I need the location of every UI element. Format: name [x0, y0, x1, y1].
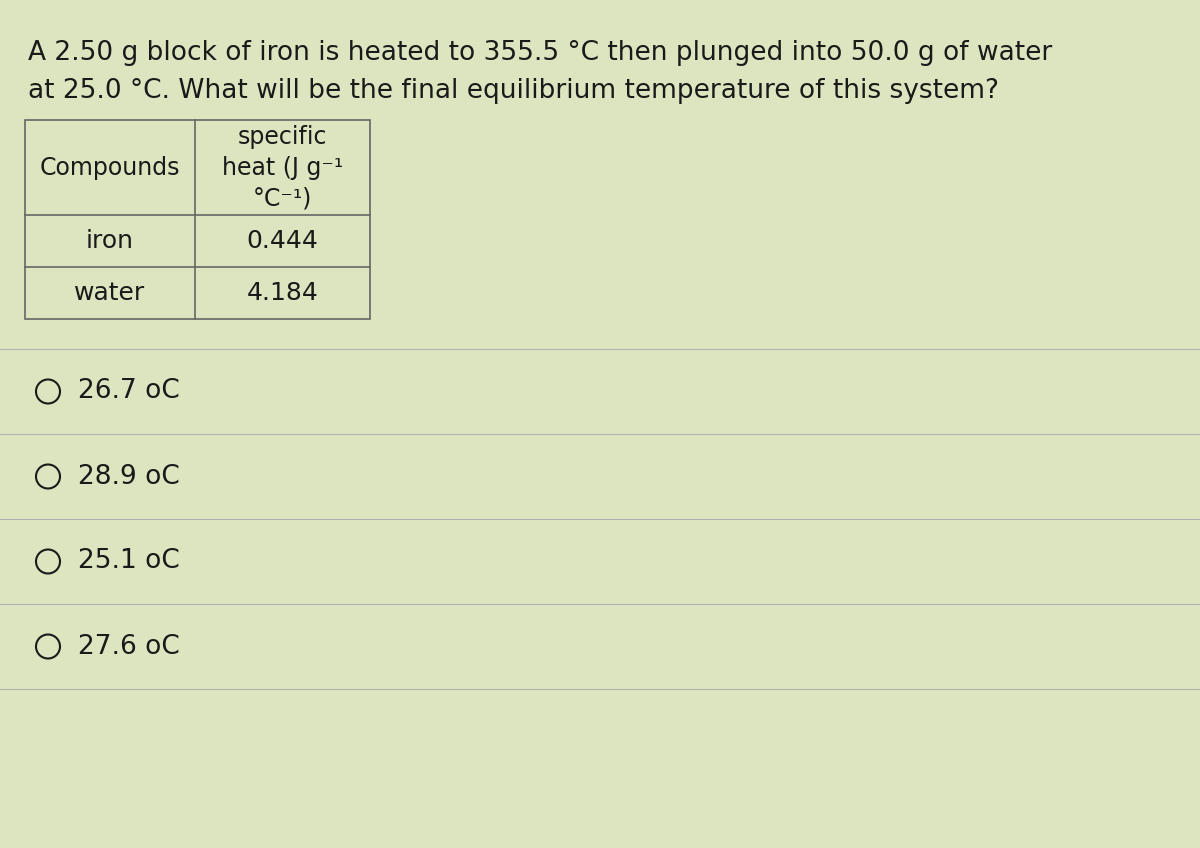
- Text: 26.7 oC: 26.7 oC: [78, 378, 180, 404]
- Text: iron: iron: [86, 229, 134, 253]
- Text: 0.444: 0.444: [246, 229, 318, 253]
- Text: water: water: [74, 281, 145, 305]
- Text: 25.1 oC: 25.1 oC: [78, 549, 180, 574]
- Text: specific
heat (J g⁻¹
°C⁻¹): specific heat (J g⁻¹ °C⁻¹): [222, 125, 343, 210]
- Text: 4.184: 4.184: [246, 281, 318, 305]
- Text: A 2.50 g block of iron is heated to 355.5 °C then plunged into 50.0 g of water: A 2.50 g block of iron is heated to 355.…: [28, 40, 1052, 66]
- Text: 28.9 oC: 28.9 oC: [78, 464, 180, 489]
- Text: Compounds: Compounds: [40, 155, 180, 180]
- Bar: [25, 120, 370, 319]
- Text: 27.6 oC: 27.6 oC: [78, 633, 180, 660]
- Text: at 25.0 °C. What will be the final equilibrium temperature of this system?: at 25.0 °C. What will be the final equil…: [28, 78, 998, 104]
